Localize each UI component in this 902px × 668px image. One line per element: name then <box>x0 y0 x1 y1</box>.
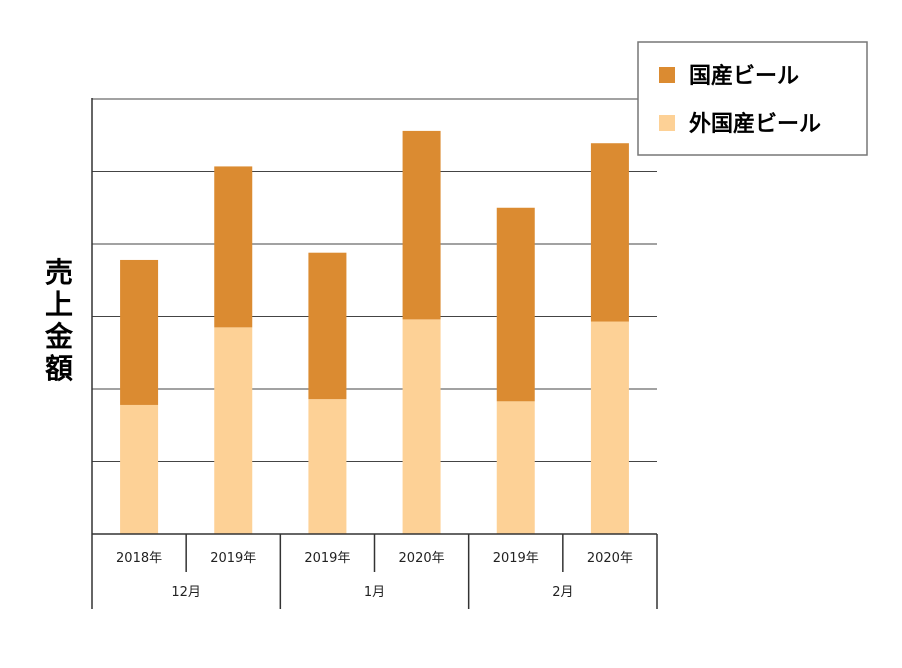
gridlines <box>92 98 657 462</box>
legend-box <box>637 41 868 156</box>
x-tick-label: 2018年 <box>116 551 162 566</box>
bar-segment-domestic <box>496 207 535 402</box>
group-label: 1月 <box>364 585 385 600</box>
group-label: 2月 <box>552 585 573 600</box>
x-tick-label: 2019年 <box>493 551 539 566</box>
bars <box>120 130 629 534</box>
y-axis-label: 売上金額 <box>44 256 74 385</box>
group-label: 12月 <box>171 585 201 600</box>
bar-segment-imported <box>120 404 159 534</box>
bar-segment-domestic <box>214 166 253 328</box>
bar-segment-imported <box>214 327 253 534</box>
legend-label: 外国産ビール <box>689 111 821 137</box>
bar-segment-domestic <box>308 252 347 400</box>
y-axis-title: 売上金額 <box>44 256 74 385</box>
bar-segment-imported <box>496 401 535 534</box>
bar-segment-domestic <box>590 143 629 322</box>
bar-segment-imported <box>590 321 629 534</box>
x-tick-label: 2020年 <box>399 551 445 566</box>
x-tick-labels: 2018年 2019年 2019年 2020年 2019年 2020年 <box>116 551 633 566</box>
bar-segment-imported <box>402 319 441 534</box>
group-labels: 12月 1月 2月 <box>171 585 573 600</box>
axes <box>91 98 658 609</box>
legend-swatch <box>659 115 675 131</box>
legend-label: 国産ビール <box>689 63 799 89</box>
x-tick-label: 2019年 <box>304 551 350 566</box>
x-tick-label: 2020年 <box>587 551 633 566</box>
bar-segment-domestic <box>402 130 441 320</box>
legend-swatch <box>659 67 675 83</box>
bar-segment-imported <box>308 399 347 534</box>
bar-segment-domestic <box>120 259 159 405</box>
x-tick-label: 2019年 <box>210 551 256 566</box>
